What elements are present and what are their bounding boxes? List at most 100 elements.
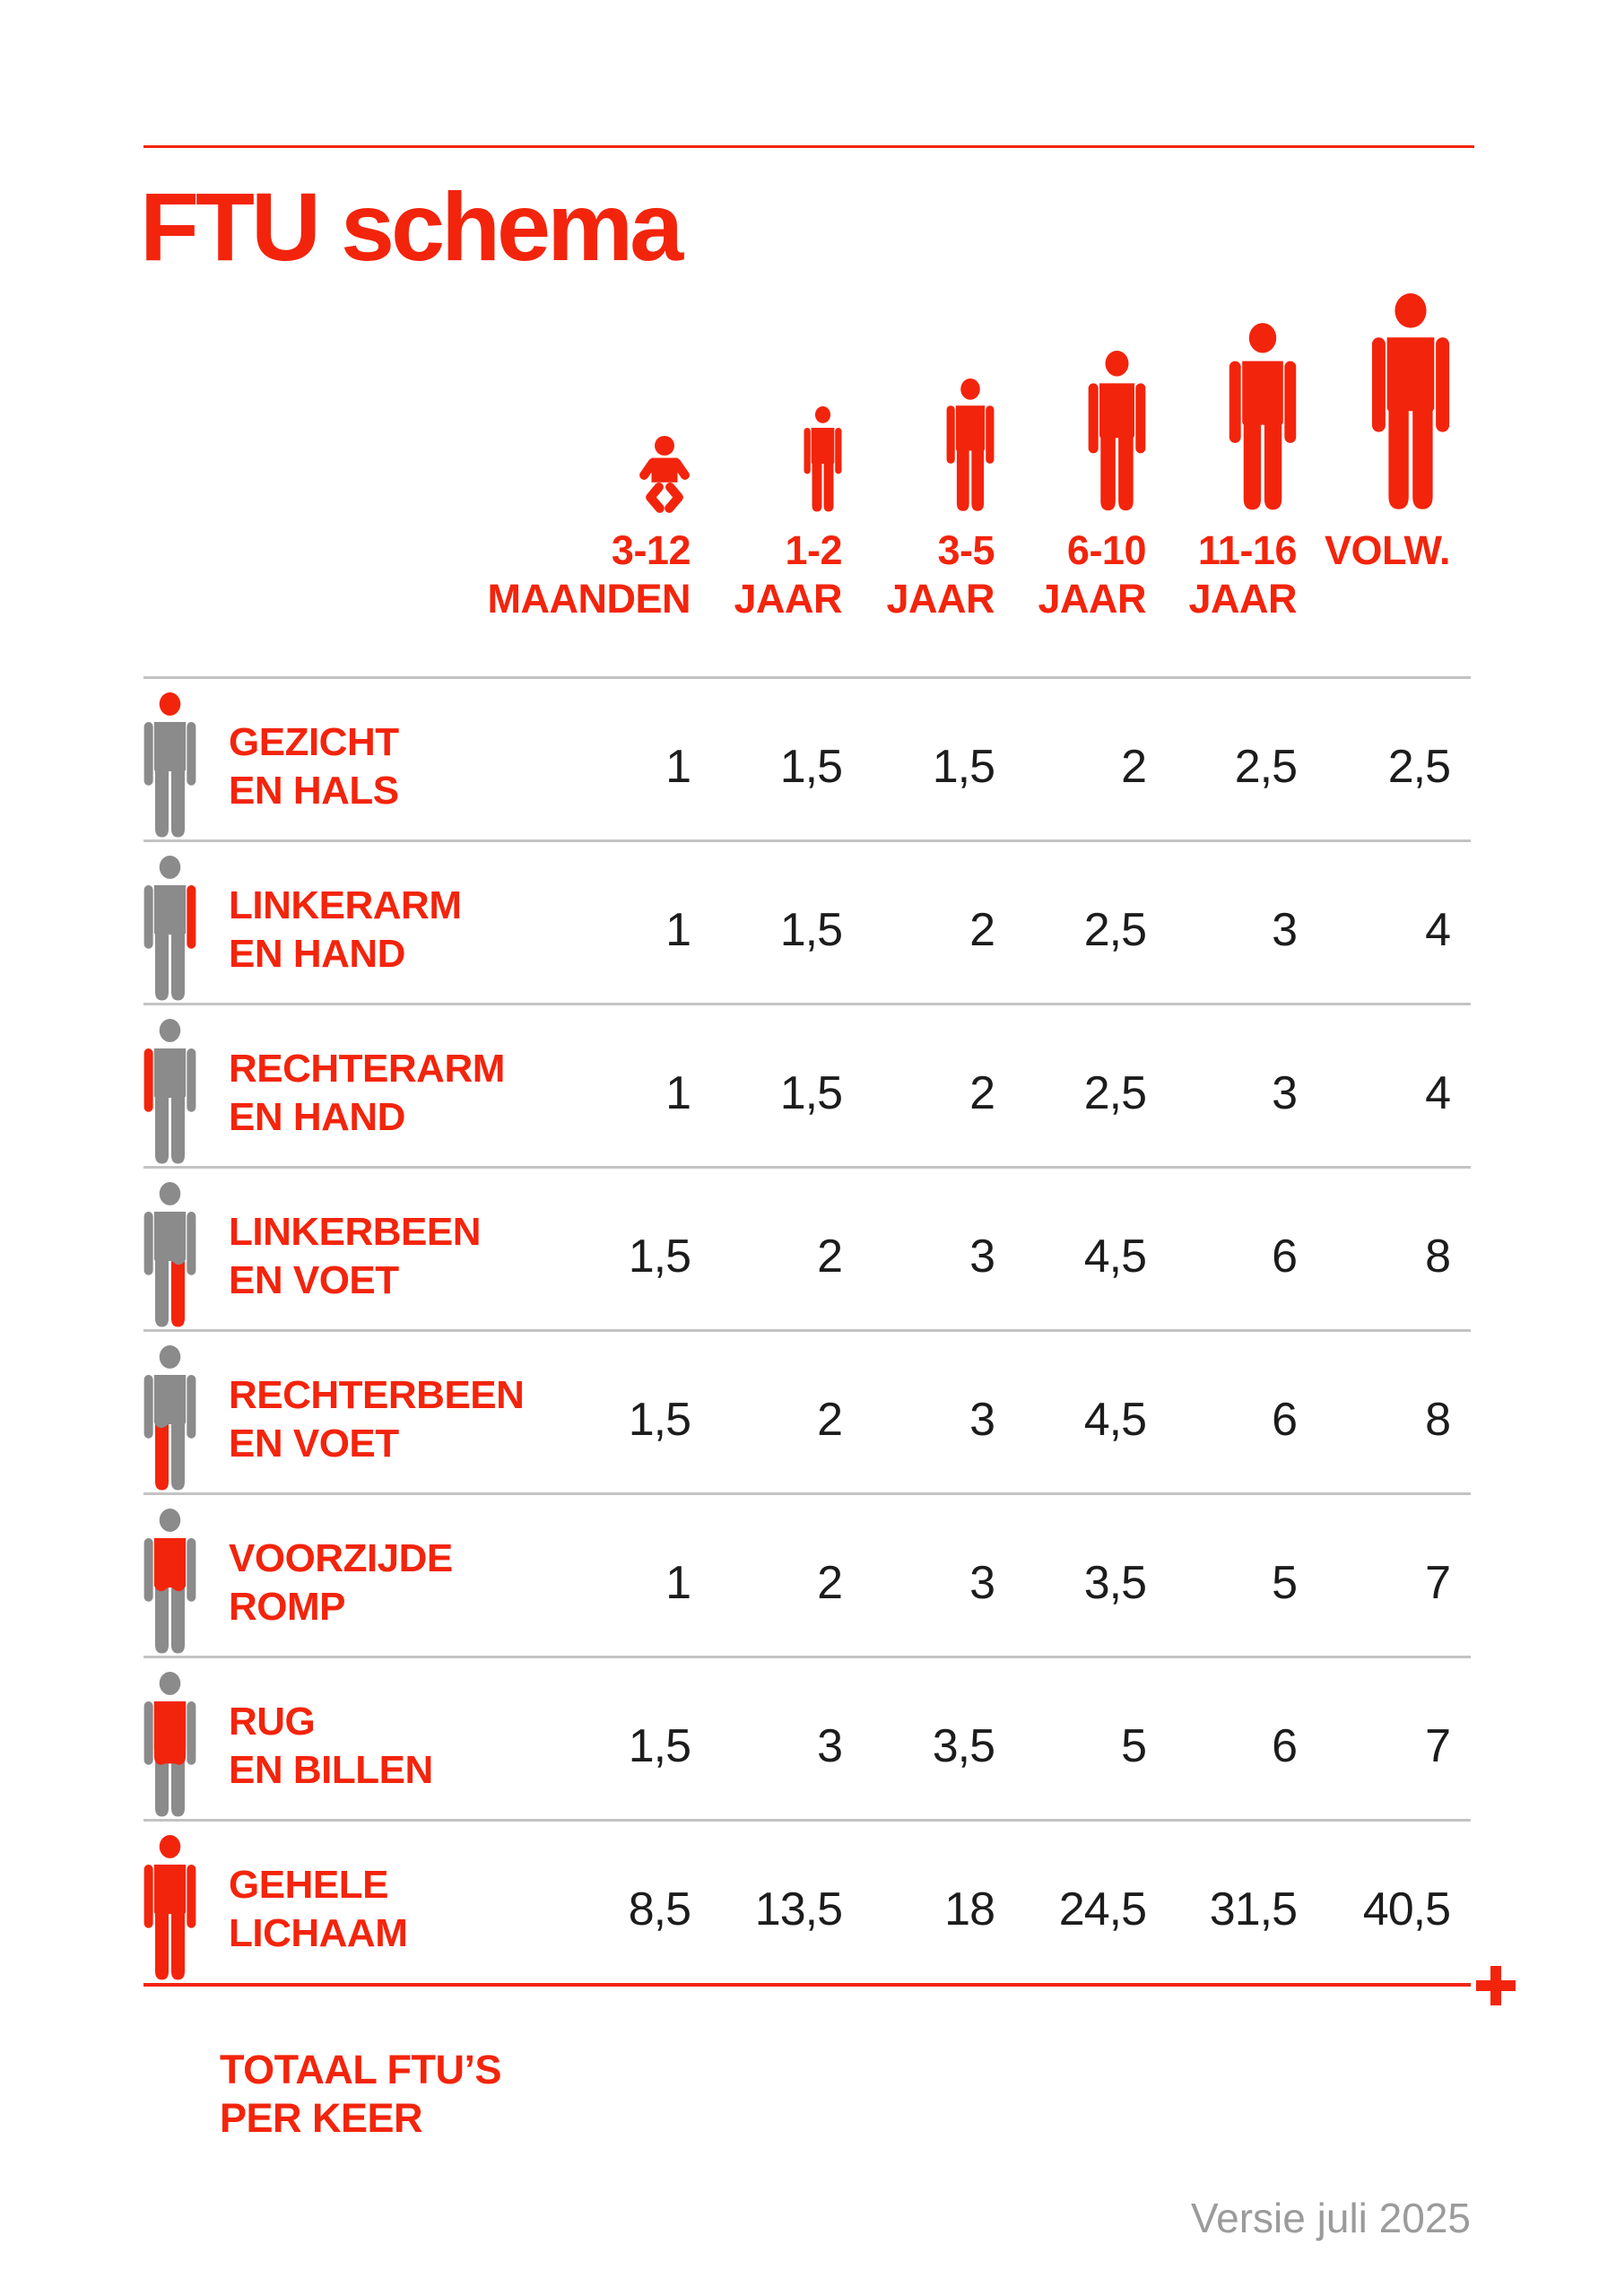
row-label-line2: EN HALS	[229, 768, 399, 813]
age-range-label: 11-16	[1197, 527, 1298, 573]
row-label-line1: GEHELE	[229, 1862, 388, 1907]
row-label-line1: VOORZIJDE	[229, 1535, 453, 1580]
table-row: RUG EN BILLEN 1,5 3 3,5 5 6 7	[143, 1656, 1471, 1819]
plus-icon	[1476, 1966, 1516, 2005]
row-label: RECHTERARM EN HAND	[229, 1045, 505, 1142]
ftu-value: 1	[665, 1066, 691, 1119]
ftu-value: 18	[944, 1883, 995, 1935]
ftu-value: 8	[1425, 1230, 1451, 1283]
age-column-header: 3-12 MAANDEN	[488, 435, 691, 623]
table-row: LINKERARM EN HAND 1 1,5 2 2,5 3 4	[143, 839, 1471, 1003]
age-range-label: 3-12	[611, 527, 691, 573]
table-row: GEHELE LICHAAM 8,5 13,5 18 24,5 31,5 40,…	[143, 1819, 1471, 1982]
body-part-icon	[143, 1345, 196, 1491]
ftu-value: 1,5	[932, 740, 995, 793]
ftu-value: 2	[817, 1556, 843, 1609]
row-label: GEZICHT EN HALS	[229, 718, 498, 815]
ftu-value: 31,5	[1209, 1883, 1298, 1935]
row-label-line1: LINKERARM	[229, 883, 462, 927]
age-header-row: 3-12 MAANDEN 1-2 JAAR 3-5 JAAR 6-10 JAAR…	[143, 0, 1471, 623]
row-label-line1: GEZICHT	[229, 719, 399, 764]
row-label: LINKERARM EN HAND	[229, 882, 498, 978]
version-text: Versie juli 2025	[1191, 2195, 1471, 2241]
ftu-value: 1,5	[628, 1393, 691, 1446]
ftu-value: 6	[1272, 1393, 1298, 1446]
ftu-value: 24,5	[1058, 1883, 1147, 1935]
body-part-icon-cell	[143, 1182, 229, 1330]
person-icon	[804, 406, 842, 512]
ftu-value: 2	[817, 1230, 843, 1283]
age-column-header: 1-2 JAAR	[691, 406, 842, 623]
ftu-value: 2	[1121, 740, 1147, 793]
body-part-icon	[143, 856, 196, 1001]
total-label-line2: PER KEER	[220, 2095, 423, 2141]
ftu-value: 3	[817, 1719, 843, 1772]
ftu-table: GEZICHT EN HALS 1 1,5 1,5 2 2,5 2,5 LINK…	[143, 676, 1471, 1982]
body-part-icon-cell	[143, 856, 229, 1004]
ftu-value: 1,5	[779, 1066, 843, 1119]
age-column-header: 6-10 JAAR	[995, 351, 1147, 623]
ftu-value: 5	[1272, 1556, 1298, 1609]
body-part-icon-cell	[143, 1672, 229, 1820]
ftu-value: 3	[969, 1556, 995, 1609]
table-row: RECHTERBEEN EN VOET 1,5 2 3 4,5 6 8	[143, 1329, 1471, 1492]
ftu-value: 40,5	[1362, 1883, 1451, 1935]
ftu-value: 3	[1272, 903, 1298, 956]
row-label-line2: ROMP	[229, 1584, 346, 1629]
ftu-value: 3,5	[932, 1719, 995, 1772]
age-range-label: VOLW.	[1324, 527, 1451, 573]
row-label-line1: LINKERBEEN	[229, 1209, 482, 1254]
row-label-line2: EN HAND	[229, 931, 405, 976]
row-label-line1: RUG	[229, 1699, 316, 1744]
row-label: GEHELE LICHAAM	[229, 1861, 498, 1958]
row-label: VOORZIJDE ROMP	[229, 1535, 498, 1631]
person-icon	[1371, 293, 1450, 509]
ftu-value: 1,5	[779, 740, 843, 793]
row-label-line1: RECHTERARM	[229, 1046, 505, 1091]
table-row: RECHTERARM EN HAND 1 1,5 2 2,5 3 4	[143, 1003, 1471, 1166]
ftu-value: 4,5	[1083, 1393, 1147, 1446]
person-icon	[1088, 351, 1146, 511]
person-icon	[946, 378, 995, 511]
row-label-line2: EN VOET	[229, 1257, 399, 1302]
age-range-label: 1-2	[785, 527, 842, 573]
age-range-label: 6-10	[1066, 527, 1147, 573]
ftu-value: 7	[1425, 1556, 1451, 1609]
title-divider	[143, 145, 1474, 148]
age-range-label: 3-5	[937, 527, 995, 573]
age-unit-label: JAAR	[1188, 576, 1297, 622]
age-column-header: 11-16 JAAR	[1146, 323, 1298, 623]
ftu-value: 4,5	[1083, 1230, 1147, 1283]
ftu-value: 1	[665, 1556, 691, 1609]
page-title: FTU schema	[140, 172, 683, 281]
ftu-value: 1,5	[779, 903, 843, 956]
row-label-line1: RECHTERBEEN	[229, 1372, 525, 1417]
ftu-value: 8	[1425, 1393, 1451, 1446]
age-unit-label: JAAR	[886, 576, 995, 622]
ftu-value: 7	[1425, 1719, 1451, 1772]
age-column-header: VOLW.	[1297, 293, 1451, 623]
baby-icon	[639, 435, 691, 514]
ftu-value: 1	[665, 740, 691, 793]
row-label-line2: LICHAAM	[229, 1910, 408, 1955]
age-unit-label: JAAR	[1038, 576, 1146, 622]
table-row: LINKERBEEN EN VOET 1,5 2 3 4,5 6 8	[143, 1166, 1471, 1329]
ftu-value: 3,5	[1083, 1556, 1147, 1609]
ftu-value: 3	[1272, 1066, 1298, 1119]
ftu-value: 2	[817, 1393, 843, 1446]
row-label: RECHTERBEEN EN VOET	[229, 1371, 525, 1468]
ftu-value: 6	[1272, 1230, 1298, 1283]
table-row: GEZICHT EN HALS 1 1,5 1,5 2 2,5 2,5	[143, 676, 1471, 839]
ftu-value: 2	[969, 903, 995, 956]
total-label: TOTAAL FTU’S PER KEER	[220, 2046, 502, 2143]
ftu-value: 2,5	[1083, 1066, 1147, 1119]
body-part-icon-cell	[143, 1345, 229, 1493]
ftu-value: 2,5	[1387, 740, 1451, 793]
body-part-icon	[143, 1019, 196, 1164]
ftu-value: 4	[1425, 1066, 1451, 1119]
ftu-value: 3	[969, 1393, 995, 1446]
body-part-icon-cell	[143, 1835, 229, 1983]
body-part-icon	[143, 1509, 196, 1654]
row-label: RUG EN BILLEN	[229, 1698, 498, 1795]
